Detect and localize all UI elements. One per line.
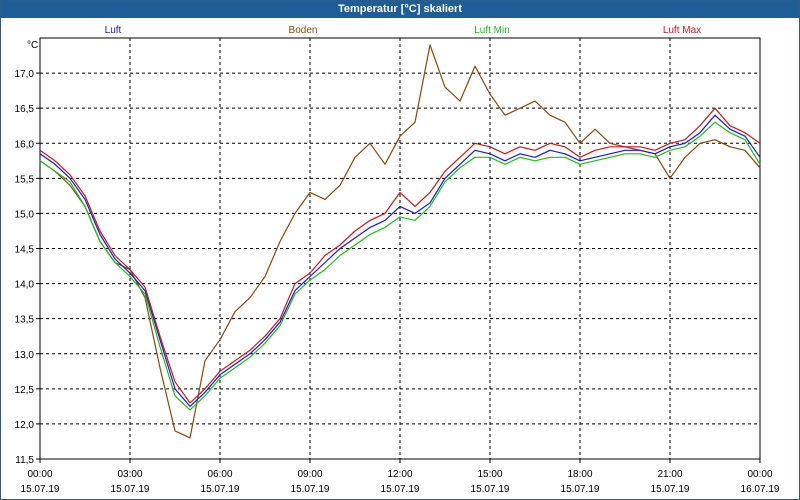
x-tick-time: 18:00 <box>567 469 592 480</box>
legend-entry: Boden <box>289 25 318 36</box>
y-tick-label: 16,5 <box>15 104 35 115</box>
x-tick-time: 00:00 <box>747 469 772 480</box>
series-line-luft <box>39 114 761 407</box>
y-tick-label: 17,0 <box>15 69 35 80</box>
y-tick-label: 13,5 <box>15 315 35 326</box>
y-tick-label: 12,0 <box>15 420 35 431</box>
x-tick-time: 15:00 <box>477 469 502 480</box>
series-line-luft-max <box>39 107 761 404</box>
x-tick-date: 15.07.19 <box>201 484 240 495</box>
legend-entry: Luft Min <box>474 25 510 36</box>
x-tick-date: 15.07.19 <box>111 484 150 495</box>
x-tick-date: 15.07.19 <box>471 484 510 495</box>
x-tick-date: 15.07.19 <box>291 484 330 495</box>
x-tick-date: 15.07.19 <box>561 484 600 495</box>
x-tick-time: 21:00 <box>657 469 682 480</box>
window-title: Temperatur [°C] skaliert <box>1 1 799 18</box>
y-axis-label: °C <box>27 40 38 51</box>
y-tick-label: 14,5 <box>15 245 35 256</box>
y-tick-label: 14,0 <box>15 280 35 291</box>
x-tick-date: 15.07.19 <box>651 484 690 495</box>
legend: Luft Boden Luft Min Luft Max <box>105 25 702 36</box>
x-axis: 00:00 15.07.19 03:00 15.07.19 06:00 15.07.19 0… <box>21 459 780 495</box>
series-lines <box>39 44 761 439</box>
y-axis: 11,5 12,0 12,5 13,0 13,5 14,0 14,5 15,0 15,5 16,0… <box>15 69 40 466</box>
x-tick-time: 00:00 <box>27 469 52 480</box>
x-tick-date: 15.07.19 <box>21 484 60 495</box>
x-tick-time: 12:00 <box>387 469 412 480</box>
x-tick-time: 09:00 <box>297 469 322 480</box>
legend-entry: Luft <box>105 25 122 36</box>
x-tick-date: 16.07.19 <box>741 484 780 495</box>
y-tick-label: 13,0 <box>15 350 35 361</box>
x-tick-time: 06:00 <box>207 469 232 480</box>
y-tick-label: 15,0 <box>15 209 35 220</box>
y-tick-label: 12,5 <box>15 385 35 396</box>
y-tick-label: 15,5 <box>15 174 35 185</box>
x-tick-time: 03:00 <box>117 469 142 480</box>
legend-entry: Luft Max <box>663 25 701 36</box>
series-line-luft-min <box>39 121 761 411</box>
y-tick-label: 16,0 <box>15 139 35 150</box>
y-tick-label: 11,5 <box>15 455 34 466</box>
x-tick-date: 15.07.19 <box>381 484 420 495</box>
